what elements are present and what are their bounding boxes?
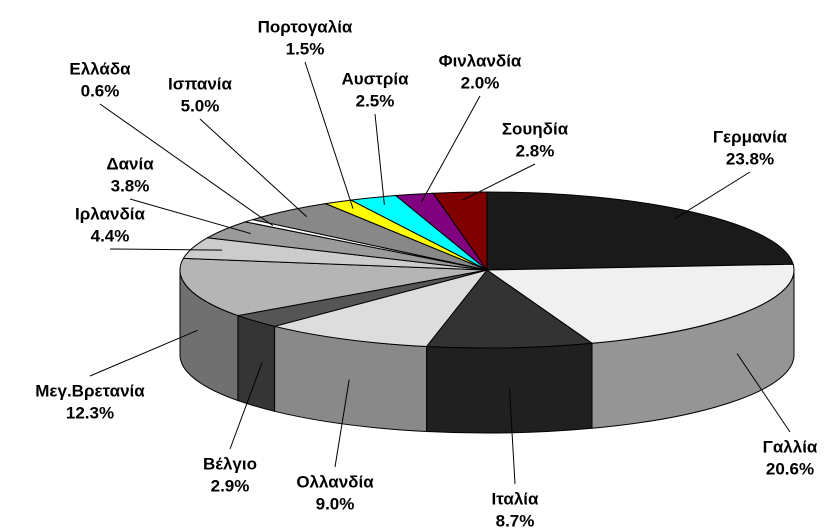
slice	[179, 257, 488, 317]
slice-label-value: 3.8%	[111, 176, 150, 195]
slice-label-value: 20.6%	[766, 459, 814, 478]
leader-line	[109, 248, 223, 251]
slice-label-name: Βέλγιο	[203, 454, 257, 473]
slice-label-name: Μεγ.Βρετανία	[35, 381, 145, 400]
slice	[425, 269, 594, 349]
slice-label-value: 2.5%	[356, 91, 395, 110]
leader-line	[508, 387, 516, 485]
leader-line	[334, 379, 350, 468]
slice-label-value: 1.5%	[286, 39, 325, 58]
leader-line	[462, 163, 536, 201]
slice-label-name: Γερμανία	[713, 127, 788, 146]
slice-label-name: Αυστρία	[341, 69, 409, 88]
slice-label-name: Ισπανία	[168, 74, 233, 93]
leader-line	[736, 353, 791, 433]
leader-line	[421, 95, 481, 203]
slice-label-name: Δανία	[106, 154, 154, 173]
slice-label-value: 2.8%	[516, 141, 555, 160]
slice-label-value: 23.8%	[726, 149, 774, 168]
leader-line	[374, 113, 385, 205]
slice-label-name: Ιταλία	[492, 489, 539, 508]
slice-label-name: Ιρλανδία	[75, 204, 145, 223]
slice-label-name: Ολλανδία	[296, 472, 374, 491]
slice	[486, 191, 794, 271]
slice	[274, 269, 489, 347]
slice-label-value: 12.3%	[66, 403, 114, 422]
leader-line	[199, 118, 308, 218]
leader-line	[304, 61, 354, 209]
slice-label-name: Φινλανδία	[439, 51, 522, 70]
slice-label-value: 5.0%	[181, 96, 220, 115]
leader-line	[89, 329, 198, 377]
slice-label-value: 9.0%	[316, 494, 355, 513]
slice-label-value: 0.6%	[81, 81, 120, 100]
slice-label-value: 2.9%	[211, 476, 250, 495]
slice	[432, 191, 488, 272]
slice-label-value: 2.0%	[461, 73, 500, 92]
slice-label-name: Πορτογαλία	[258, 17, 353, 36]
leader-line	[229, 361, 263, 450]
slice-label-name: Ελλάδα	[69, 59, 131, 78]
slice-label-value: 8.7%	[496, 511, 535, 530]
leader-line	[674, 171, 751, 219]
leader-line	[129, 198, 251, 235]
leader-line	[99, 103, 274, 227]
slice-label-name: Γαλλία	[763, 437, 818, 456]
slice-label-name: Σουηδία	[502, 119, 569, 138]
slice-label-value: 4.4%	[91, 226, 130, 245]
slice-side	[237, 314, 276, 412]
